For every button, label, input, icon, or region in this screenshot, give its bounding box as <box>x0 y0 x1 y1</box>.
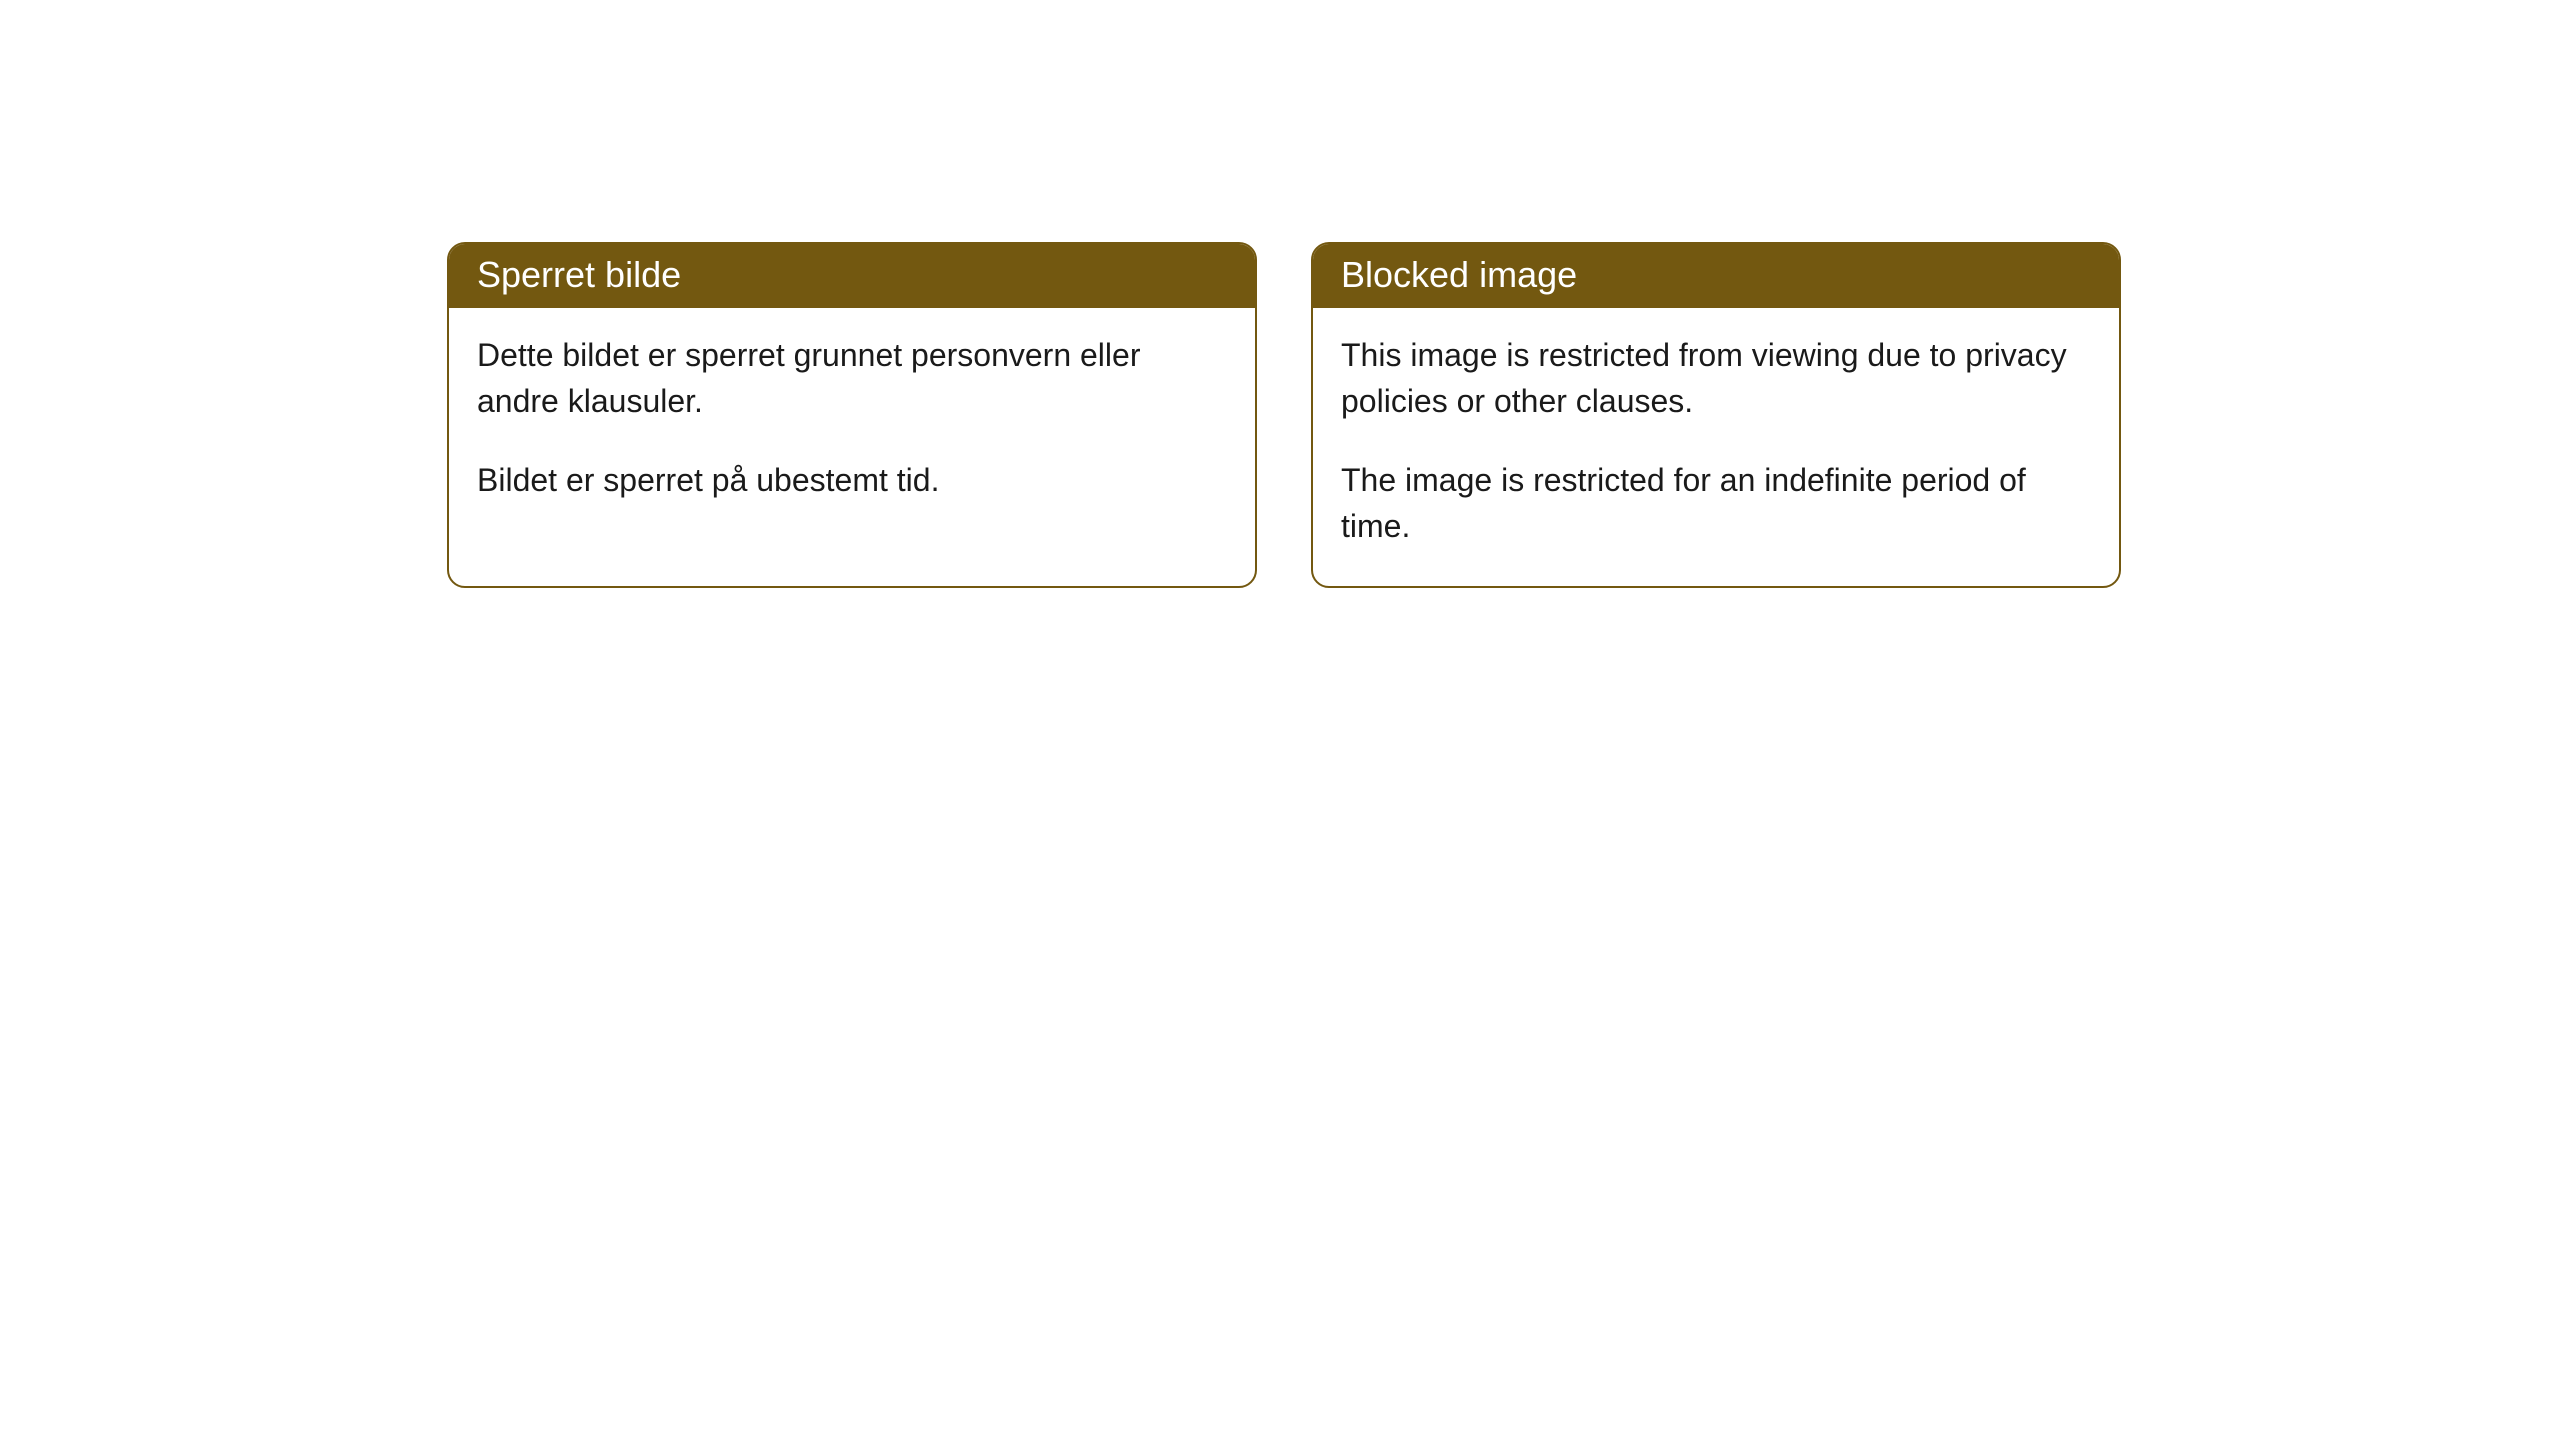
notice-body-english: This image is restricted from viewing du… <box>1313 308 2119 586</box>
notice-card-english: Blocked image This image is restricted f… <box>1311 242 2121 588</box>
notice-paragraph: The image is restricted for an indefinit… <box>1341 457 2091 550</box>
notice-paragraph: Bildet er sperret på ubestemt tid. <box>477 457 1227 503</box>
notice-card-norwegian: Sperret bilde Dette bildet er sperret gr… <box>447 242 1257 588</box>
notice-header-english: Blocked image <box>1313 244 2119 308</box>
notice-paragraph: This image is restricted from viewing du… <box>1341 332 2091 425</box>
notice-paragraph: Dette bildet er sperret grunnet personve… <box>477 332 1227 425</box>
notice-container: Sperret bilde Dette bildet er sperret gr… <box>0 0 2560 588</box>
notice-header-norwegian: Sperret bilde <box>449 244 1255 308</box>
notice-body-norwegian: Dette bildet er sperret grunnet personve… <box>449 308 1255 539</box>
